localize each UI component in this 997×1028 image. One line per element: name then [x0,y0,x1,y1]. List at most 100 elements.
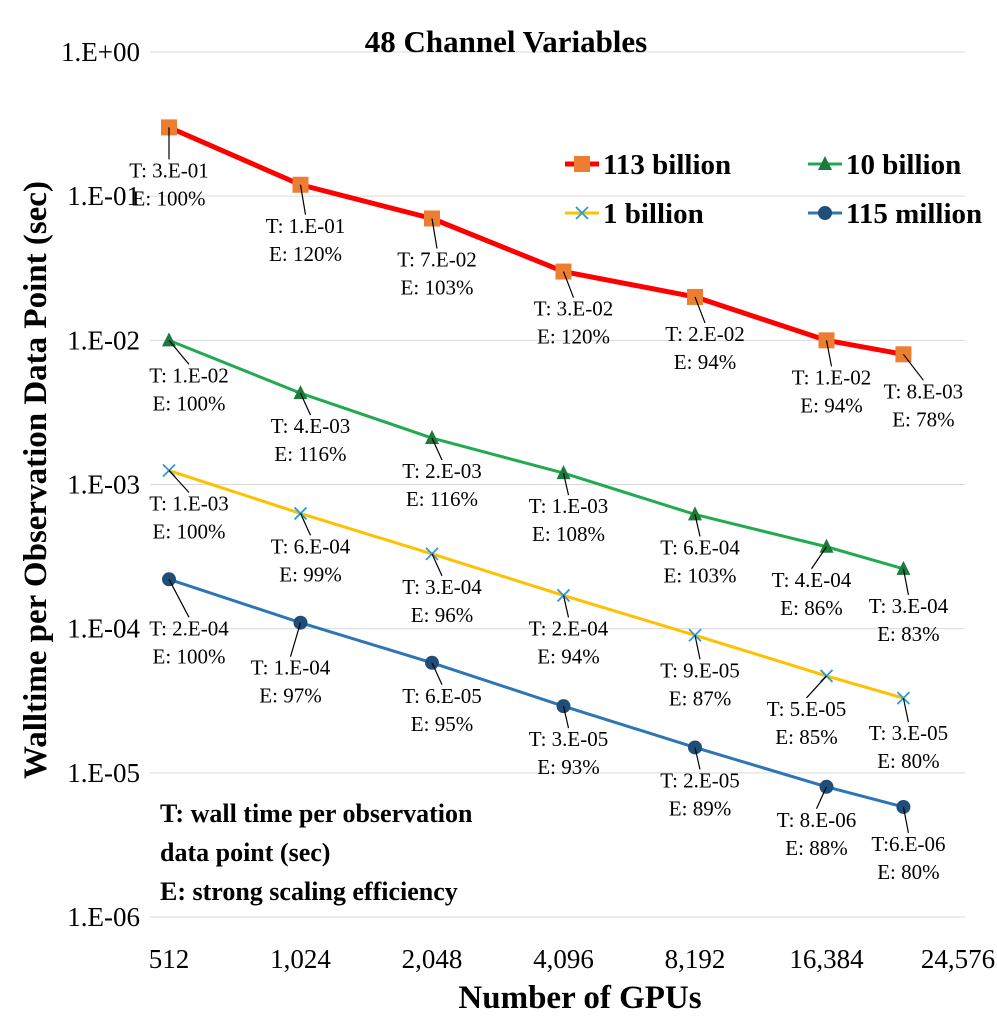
y-tick-label: 1.E-01 [67,181,140,211]
data-point [162,332,176,347]
y-tick-label: 1.E-02 [67,325,140,355]
y-tick-label: 1.E+00 [61,37,140,67]
data-point [293,506,308,521]
data-label-t: T: 1.E-02 [792,365,871,389]
data-label-e: E: 116% [274,442,346,466]
data-label-leader [299,184,307,215]
data-label-t: T: 8.E-06 [777,808,856,832]
data-point [819,538,834,553]
y-tick-label: 1.E-06 [67,902,140,932]
data-label-t: T: 1.E-03 [149,492,228,516]
data-label-e: E: 80% [877,860,939,884]
data-label-t: T: 4.E-04 [772,568,852,592]
data-label-t: T: 2.E-03 [402,459,481,483]
data-label-e: E: 86% [780,596,842,620]
data-label-leader [694,747,701,770]
data-label-leader [902,806,910,834]
data-label-e: E: 87% [669,686,731,710]
data-label-t: T: 3.E-05 [529,727,608,751]
y-axis-label: Walltime per Observation Data Point (sec… [18,181,54,779]
legend-swatch-marker [818,156,832,170]
data-label-t: T: 2.E-02 [665,322,744,346]
data-label-e: E: 85% [775,725,837,749]
grid [150,51,965,918]
data-label-leader [562,271,575,298]
data-label-t: T: 3.E-02 [534,297,613,321]
data-label-leader [694,514,701,537]
data-point [688,506,702,521]
legend-label: 1 billion [603,198,704,230]
data-label-leader [902,568,910,595]
legend-label: 10 billion [846,149,961,181]
data-label-e: E: 95% [411,712,473,736]
data-label-t: T: 6.E-05 [402,684,481,708]
data-label-leader [168,470,190,493]
legend-label: 115 million [846,198,982,230]
data-label-t: T: 3.E-04 [402,575,482,599]
data-label-leader [902,353,924,381]
x-tick-label: 1,024 [270,944,331,974]
data-label-t: T:6.E-06 [871,832,945,856]
data-label-e: E: 100% [153,520,226,544]
data-label-e: E: 89% [669,796,731,820]
data-label-leader [168,339,190,365]
data-label-e: E: 100% [153,391,226,415]
legend-swatch-marker [818,206,832,220]
note-line-1: T: wall time per observation [160,799,473,828]
data-label-t: T: 1.E-01 [266,214,345,238]
x-tick-label: 2,048 [402,944,463,974]
y-axis-ticks: 1.E+00 1.E-01 1.E-02 1.E-03 1.E-04 1.E-05 1.E-… [61,37,140,932]
data-label-e: E: 96% [411,603,473,627]
data-label-e: E: 100% [153,644,226,668]
data-label-e: E: 99% [279,562,341,586]
data-label-leader [289,622,302,657]
data-label-leader [815,786,828,810]
data-label-leader [299,392,312,416]
x-tick-label: 16,384 [789,944,864,974]
legend-label: 113 billion [603,149,731,181]
data-label-e: E: 88% [785,836,847,860]
data-label-leader [694,296,706,324]
x-tick-label: 24,576 [921,944,995,974]
data-label-leader [431,437,443,461]
data-label-e: E: 94% [674,350,736,374]
data-point [293,385,308,400]
data-label-e: E: 108% [532,522,605,546]
notes-box: T: wall time per observation data point … [160,799,473,906]
data-label-t: T: 2.E-04 [149,616,229,640]
data-label-t: T: 6.E-04 [660,535,740,559]
y-tick-label: 1.E-03 [67,470,140,500]
data-label-t: T: 3.E-05 [869,721,948,745]
x-axis-label: Number of GPUs [458,980,701,1016]
data-label-leader [825,340,833,367]
data-label-e: E: 94% [800,393,862,417]
data-label-t: T: 9.E-05 [660,658,739,682]
data-label-t: T: 3.E-01 [129,158,208,182]
data-label-t: T: 7.E-02 [397,247,476,271]
x-tick-label: 8,192 [665,944,726,974]
data-label-e: E: 80% [877,749,939,773]
data-point [688,628,702,642]
data-label-t: T: 6.E-04 [271,534,351,558]
data-label-t: T: 1.E-03 [529,494,608,518]
data-label-leader [299,513,312,536]
legend-swatch-marker [574,156,590,172]
data-label-leader [431,218,438,249]
legend-swatch-marker [575,206,589,220]
data-point [425,430,439,445]
data-label-t: T: 3.E-04 [869,594,949,618]
data-label-leader [168,579,190,618]
data-label-leader [431,553,443,577]
y-tick-label: 1.E-04 [67,614,140,644]
data-label-t: T: 8.E-03 [884,379,963,403]
data-label-e: E: 78% [892,407,954,431]
data-label-e: E: 103% [401,275,474,299]
data-label-leader [806,675,827,699]
data-label-leader [694,635,701,660]
x-tick-label: 512 [149,944,190,974]
note-line-3: E: strong scaling efficiency [160,877,458,906]
data-label-leader [562,595,570,618]
data-label-e: E: 97% [259,684,321,708]
data-label-t: T: 2.E-04 [529,616,609,640]
